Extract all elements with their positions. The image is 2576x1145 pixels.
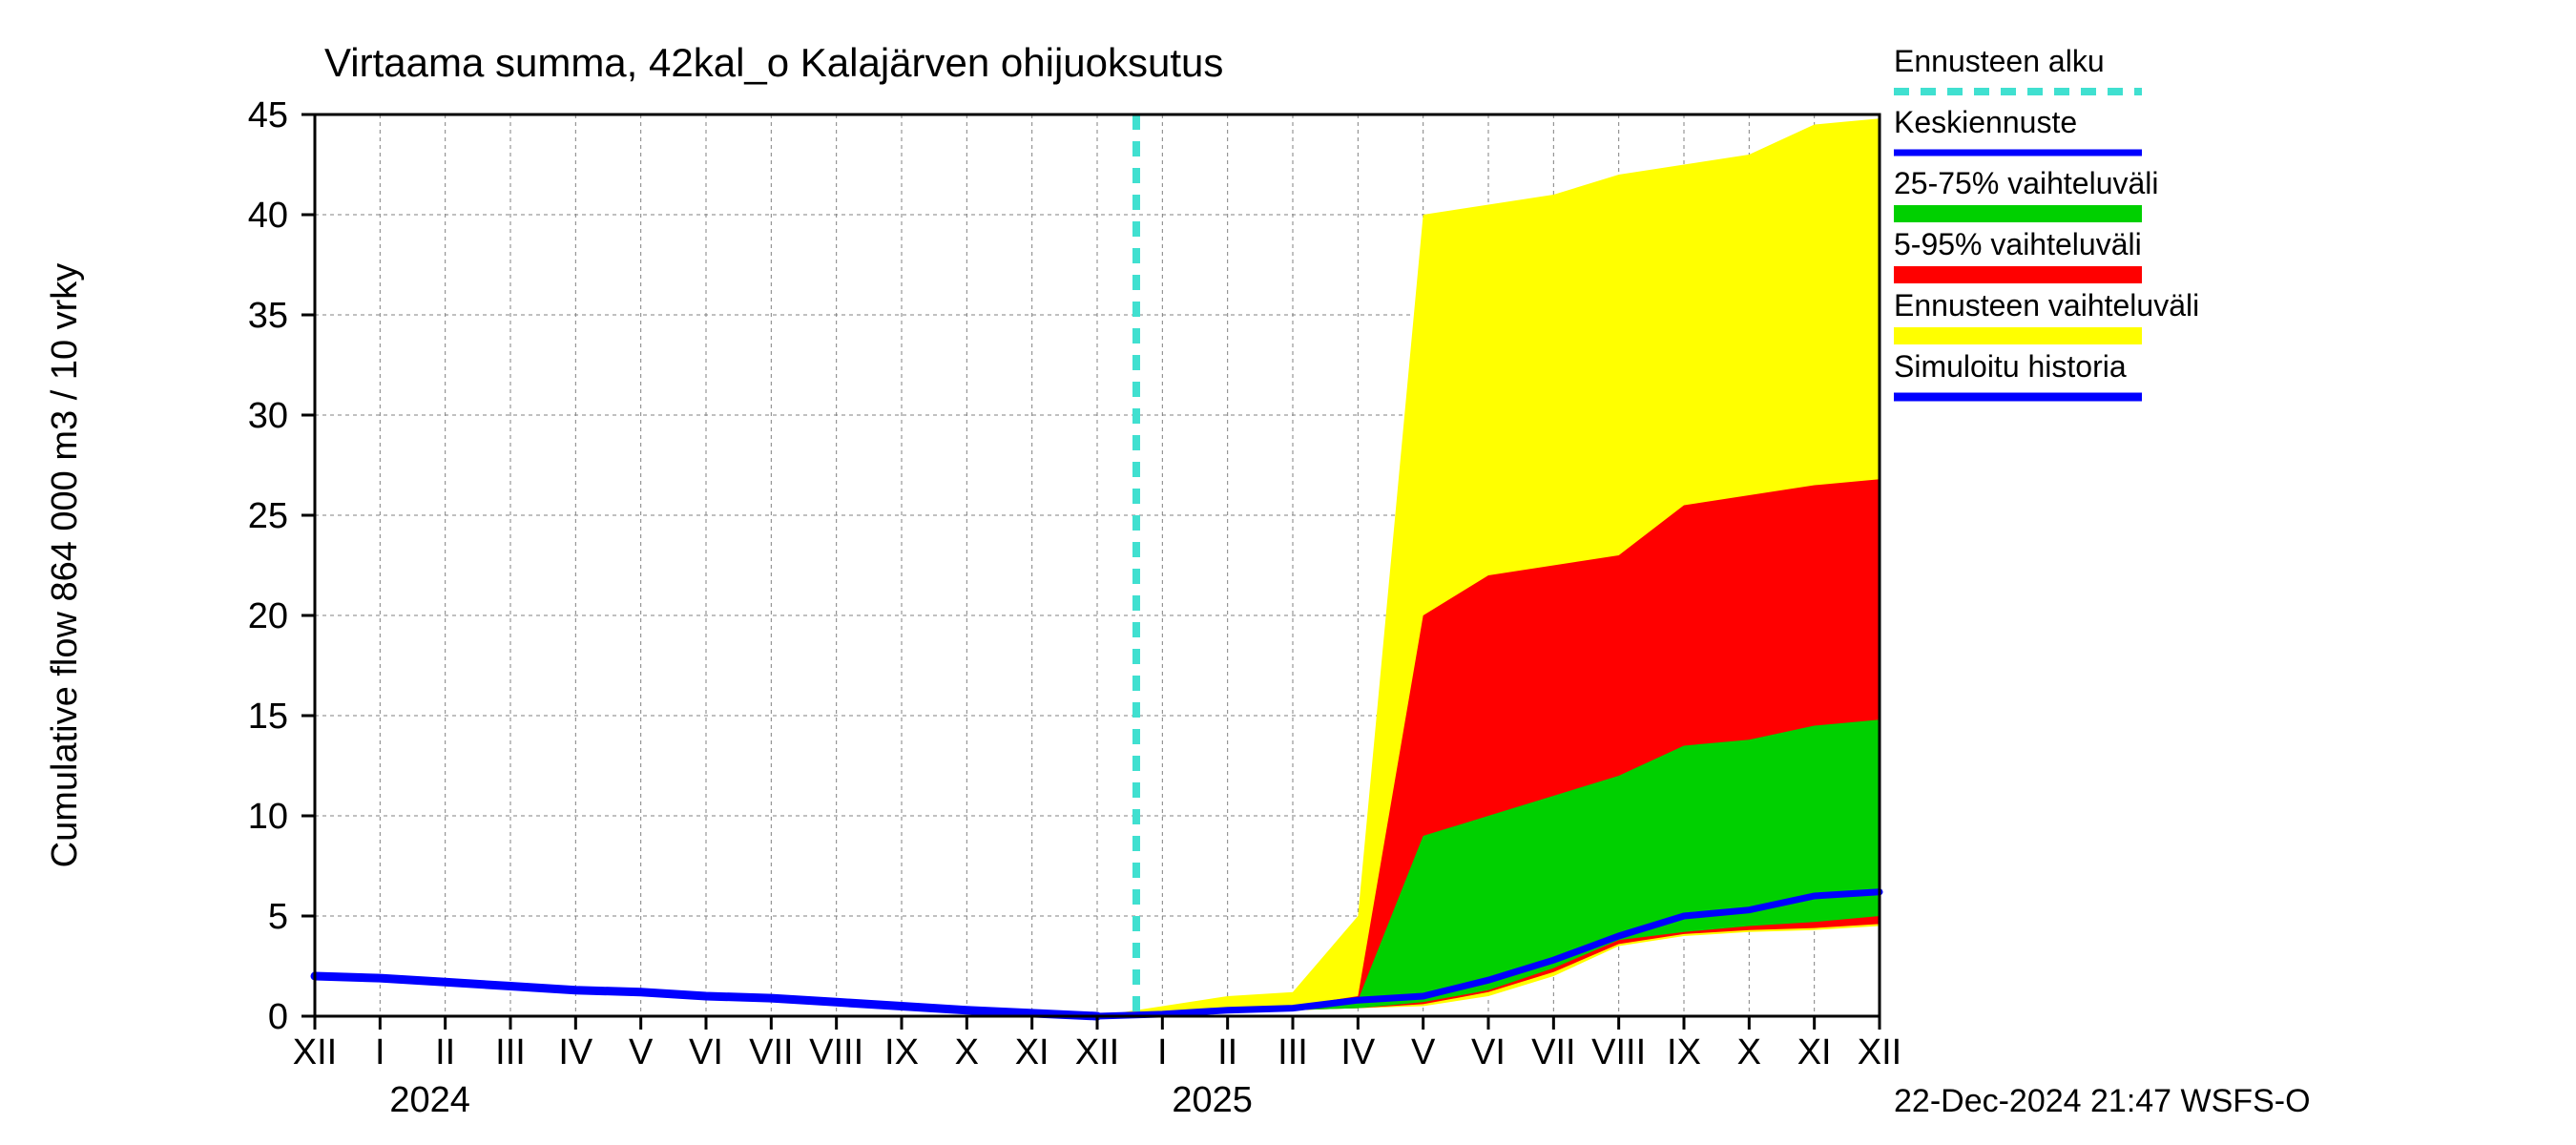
x-tick-label: IV	[558, 1032, 593, 1072]
legend-swatch	[1894, 327, 2142, 344]
y-tick-label: 35	[248, 296, 288, 336]
legend-label: Simuloitu historia	[1894, 349, 2127, 384]
x-tick-label: II	[435, 1032, 455, 1072]
legend-label: Keskiennuste	[1894, 105, 2077, 139]
legend-label: 25-75% vaihteluväli	[1894, 166, 2159, 200]
y-tick-label: 10	[248, 797, 288, 837]
y-tick-label: 20	[248, 596, 288, 636]
x-tick-label: III	[1278, 1032, 1308, 1072]
x-tick-label: XI	[1797, 1032, 1832, 1072]
x-tick-label: VII	[1531, 1032, 1575, 1072]
y-tick-label: 5	[268, 897, 288, 937]
legend-label: Ennusteen alku	[1894, 44, 2105, 78]
x-tick-label: IX	[884, 1032, 919, 1072]
x-tick-label: XII	[1858, 1032, 1901, 1072]
legend-label: 5-95% vaihteluväli	[1894, 227, 2142, 261]
x-tick-label: VI	[689, 1032, 723, 1072]
x-tick-label: II	[1217, 1032, 1237, 1072]
y-tick-label: 30	[248, 396, 288, 436]
y-tick-label: 0	[268, 997, 288, 1037]
x-tick-label: XI	[1015, 1032, 1049, 1072]
chart-footer: 22-Dec-2024 21:47 WSFS-O	[1894, 1083, 2311, 1119]
y-tick-label: 40	[248, 196, 288, 236]
x-tick-label: V	[1411, 1032, 1436, 1072]
x-tick-label: XII	[1075, 1032, 1119, 1072]
x-tick-label: X	[955, 1032, 979, 1072]
x-tick-label: V	[629, 1032, 654, 1072]
x-tick-label: VIII	[809, 1032, 863, 1072]
legend-label: Ennusteen vaihteluväli	[1894, 288, 2199, 323]
y-tick-label: 15	[248, 697, 288, 737]
chart-title: Virtaama summa, 42kal_o Kalajärven ohiju…	[324, 40, 1223, 85]
legend-swatch	[1894, 205, 2142, 222]
x-year-label: 2025	[1172, 1080, 1253, 1120]
x-tick-label: IV	[1340, 1032, 1376, 1072]
x-tick-label: III	[495, 1032, 526, 1072]
chart-container: 051015202530354045XIIIIIIIIIVVVIVIIVIIII…	[0, 0, 2576, 1145]
legend-swatch	[1894, 266, 2142, 283]
x-tick-label: XII	[293, 1032, 337, 1072]
x-tick-label: VI	[1471, 1032, 1506, 1072]
x-tick-label: VII	[749, 1032, 793, 1072]
y-tick-label: 25	[248, 496, 288, 536]
flow-chart: 051015202530354045XIIIIIIIIIVVVIVIIVIIII…	[0, 0, 2576, 1145]
x-tick-label: I	[1157, 1032, 1168, 1072]
x-year-label: 2024	[389, 1080, 470, 1120]
y-axis-label: Cumulative flow 864 000 m3 / 10 vrky	[45, 263, 85, 868]
x-tick-label: I	[375, 1032, 385, 1072]
y-tick-label: 45	[248, 95, 288, 135]
x-tick-label: IX	[1667, 1032, 1701, 1072]
x-tick-label: VIII	[1591, 1032, 1646, 1072]
x-tick-label: X	[1737, 1032, 1761, 1072]
